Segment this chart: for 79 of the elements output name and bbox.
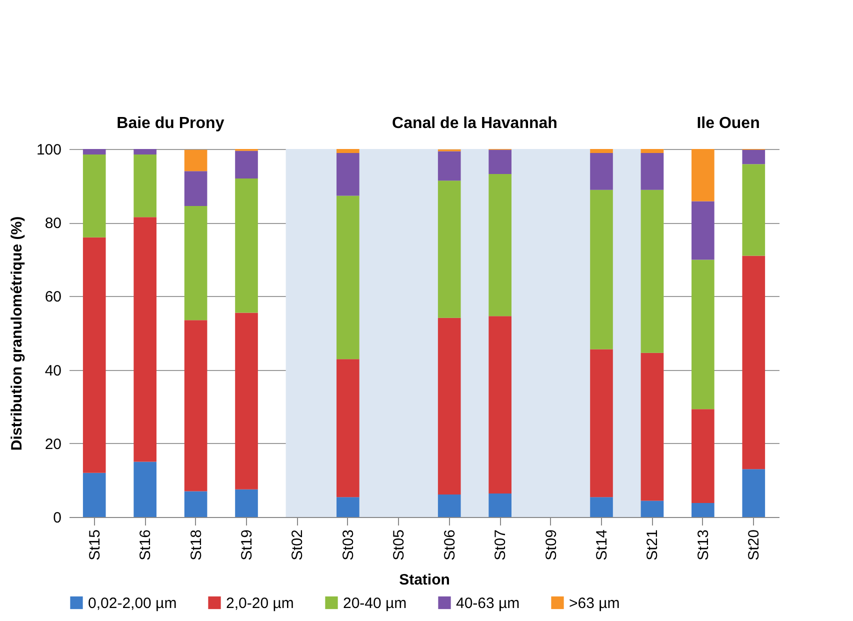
bar: [82, 237, 106, 473]
x-tick-label: St03: [340, 530, 357, 560]
x-tick-label: St07: [492, 530, 510, 560]
bar: [742, 164, 766, 256]
x-tick-label: St05: [390, 530, 408, 560]
bar: [134, 462, 156, 517]
x-tick-label: St13: [694, 530, 712, 560]
bar: [692, 201, 714, 260]
y-tick-label: 60: [44, 288, 62, 306]
x-tick-label: St16: [137, 530, 154, 560]
bar: [336, 153, 360, 196]
bar: [184, 171, 208, 206]
bar: [134, 154, 156, 218]
bar: [235, 178, 258, 313]
bar: [590, 153, 613, 190]
x-tick-label: St06: [441, 530, 458, 560]
bar: [82, 154, 106, 238]
bar: [640, 190, 664, 353]
bar: [438, 318, 461, 495]
bar: [134, 149, 156, 155]
y-tick-label: 100: [36, 142, 62, 158]
bar: [438, 494, 461, 517]
bar: [692, 260, 714, 410]
bar: [438, 180, 461, 318]
x-tick-label: St15: [86, 530, 104, 560]
bar: [184, 320, 208, 492]
bar: [692, 409, 714, 504]
bar: [640, 149, 664, 154]
bar: [488, 493, 512, 517]
bar: [82, 472, 106, 517]
legend-label: 0,02-2,00 µm: [88, 594, 177, 612]
text: Baie du Prony: [116, 115, 224, 132]
bar: [184, 206, 208, 320]
x-tick-label: St02: [289, 530, 306, 560]
bar: [692, 503, 714, 517]
legend-label: 20-40 µm: [343, 594, 407, 612]
x-tick-label: St21: [644, 530, 662, 560]
bar: [336, 497, 360, 517]
x-tick-label: St20: [746, 530, 763, 560]
bar: [488, 316, 512, 494]
x-tick-label: St09: [542, 530, 560, 560]
text: Ile Ouen: [696, 115, 760, 132]
legend-label: 2,0-20 µm: [226, 594, 294, 612]
y-tick-label: 80: [44, 215, 62, 232]
bar: [134, 217, 156, 462]
y-tick-label: 0: [53, 510, 62, 526]
y-tick-label: 20: [44, 436, 62, 453]
bar: [590, 497, 613, 517]
x-tick-label: St18: [188, 530, 205, 560]
y-axis-title: Distribution granulométrique (%): [8, 216, 26, 451]
bar: [184, 491, 208, 517]
bar: [590, 349, 613, 498]
x-axis-title: Station: [399, 571, 450, 588]
bar: [488, 150, 512, 174]
bar: [82, 149, 106, 155]
bar: [235, 489, 258, 517]
bar: [590, 149, 613, 154]
text: Canal de la Havannah: [392, 115, 558, 132]
bar: [692, 149, 714, 202]
bar: [488, 174, 512, 316]
bar: [640, 500, 664, 517]
bar: [742, 256, 766, 470]
bar: [235, 150, 258, 178]
bar: [742, 469, 766, 517]
bar: [640, 153, 664, 190]
bar: [235, 312, 258, 490]
legend-label: 40-63 µm: [456, 594, 520, 612]
bar: [590, 190, 613, 350]
bar: [742, 150, 766, 164]
legend-label: >63 µm: [569, 594, 620, 612]
y-tick-label: 40: [44, 362, 62, 380]
bar: [336, 359, 360, 498]
bar: [438, 151, 461, 181]
x-tick-label: St14: [594, 530, 610, 560]
x-tick-label: St19: [238, 530, 256, 560]
bar: [336, 149, 360, 154]
bar: [336, 196, 360, 360]
bar: [640, 352, 664, 501]
bar: [184, 150, 208, 172]
